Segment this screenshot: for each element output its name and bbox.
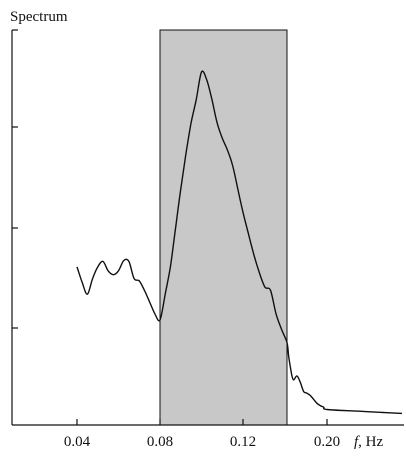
x-ticks: 0.04 0.08 0.12 0.20 bbox=[64, 419, 340, 450]
x-tick-label: 0.08 bbox=[147, 434, 173, 450]
y-axis-label: Spectrum bbox=[10, 9, 68, 25]
x-axis-label-unit: , Hz bbox=[358, 434, 383, 450]
spectrum-series-line bbox=[76, 70, 403, 415]
x-axis-label: f, Hz bbox=[354, 434, 384, 450]
x-axis-label-symbol: f bbox=[354, 434, 360, 450]
x-tick-label: 0.20 bbox=[314, 434, 340, 450]
x-tick-label: 0.12 bbox=[230, 434, 256, 450]
shaded-frequency-band bbox=[159, 29, 288, 426]
x-tick-label: 0.04 bbox=[64, 434, 91, 450]
y-ticks bbox=[12, 29, 18, 329]
